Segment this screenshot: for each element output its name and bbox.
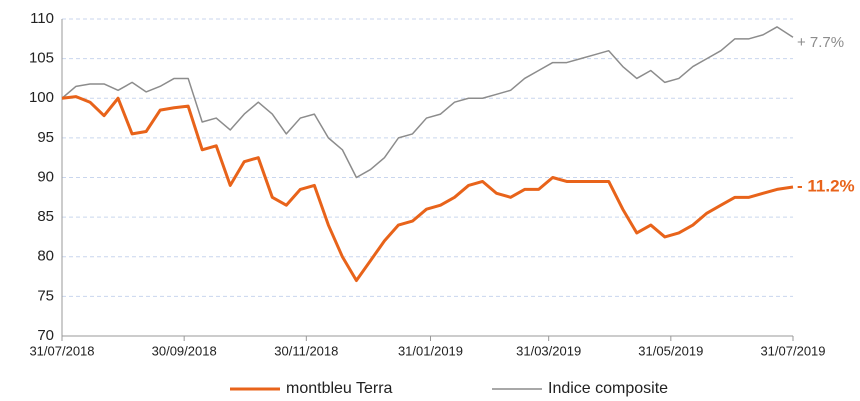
annotation: - 11.2% [797, 176, 855, 195]
x-tick-label: 31/03/2019 [516, 343, 581, 358]
x-tick-label: 30/09/2018 [152, 343, 217, 358]
x-tick-label: 31/07/2019 [760, 343, 825, 358]
y-tick-label: 70 [37, 327, 54, 344]
y-tick-label: 105 [29, 50, 54, 67]
series-line [61, 26, 794, 179]
y-tick-label: 110 [30, 10, 54, 27]
y-tick-label: 75 [37, 287, 54, 304]
x-tick-label: 31/01/2019 [398, 343, 463, 358]
y-tick-label: 90 [37, 168, 54, 185]
y-tick-label: 95 [37, 129, 54, 146]
y-tick-label: 100 [29, 89, 54, 106]
x-tick-label: 31/05/2019 [638, 343, 703, 358]
annotation: + 7.7% [797, 34, 844, 51]
legend-label: montbleu Terra [286, 380, 393, 397]
x-tick-label: 31/07/2018 [29, 343, 94, 358]
x-tick-label: 30/11/2018 [274, 343, 338, 358]
y-tick-label: 80 [37, 248, 54, 265]
legend-label: Indice composite [548, 380, 668, 397]
series-line [61, 95, 794, 283]
y-tick-label: 85 [37, 208, 54, 225]
